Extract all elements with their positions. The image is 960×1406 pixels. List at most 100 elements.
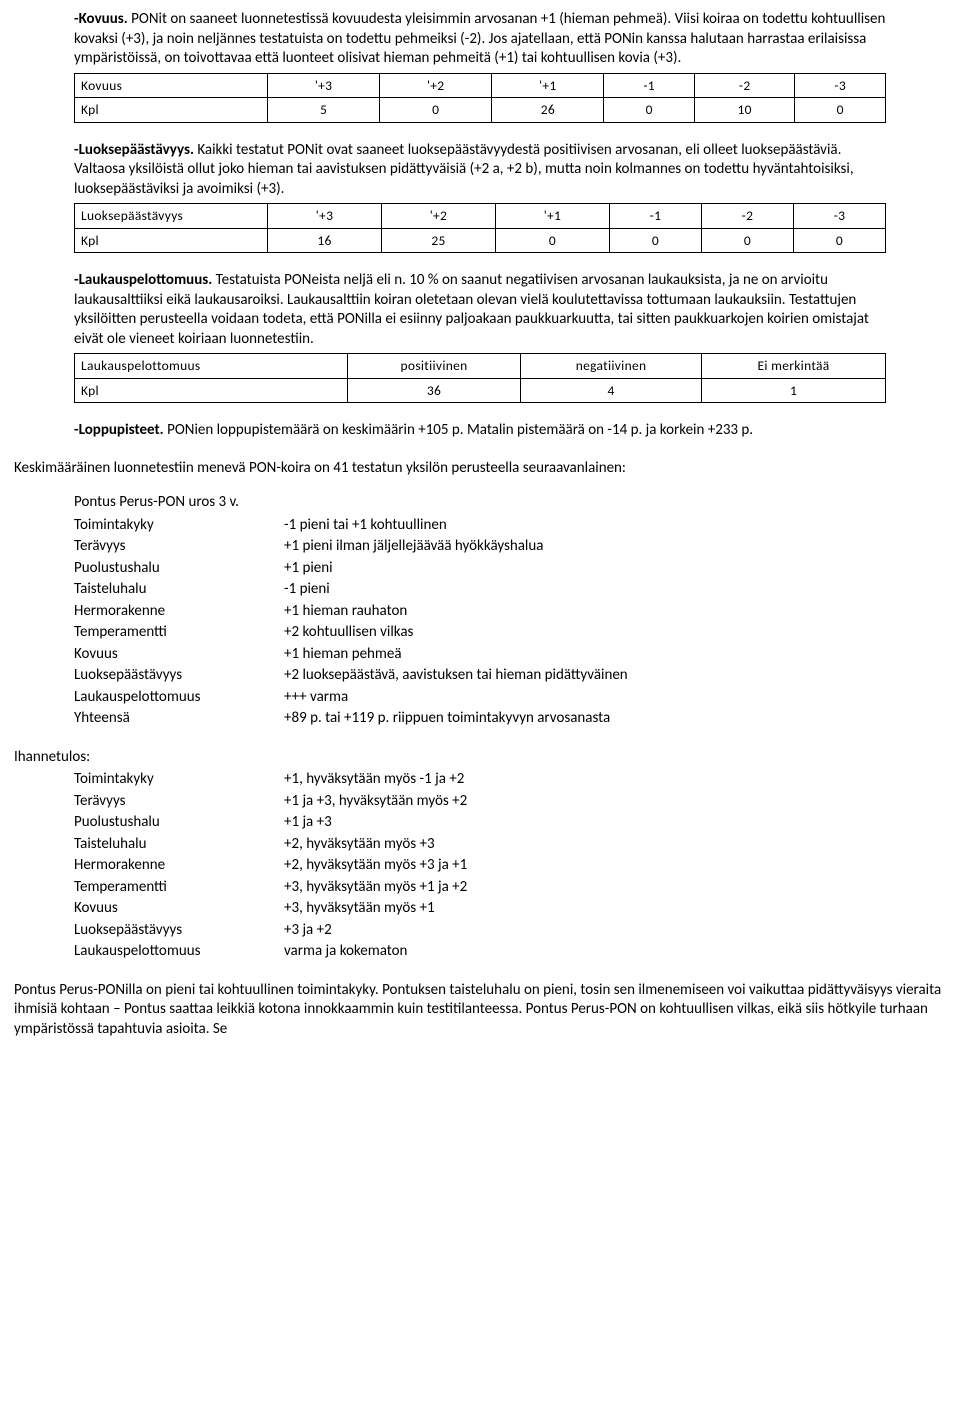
kv-value: +1 hieman pehmeä: [284, 644, 628, 666]
kv-row: Temperamentti+3, hyväksytään myös +1 ja …: [74, 877, 467, 899]
th-cell: '+3: [268, 73, 380, 98]
section-kovuus: -Kovuus. PONit on saaneet luonnetestissä…: [74, 10, 886, 123]
table-row: Kovuus '+3 '+2 '+1 -1 -2 -3: [75, 73, 886, 98]
table-row: Luoksepäästävyys '+3 '+2 '+1 -1 -2 -3: [75, 204, 886, 229]
table-luoksepaastavyys: Luoksepäästävyys '+3 '+2 '+1 -1 -2 -3 Kp…: [74, 203, 886, 253]
kv-value: +1 ja +3: [284, 812, 467, 834]
th-cell: -1: [604, 73, 695, 98]
kv-value: +3, hyväksytään myös +1 ja +2: [284, 877, 467, 899]
td-cell: 25: [381, 228, 495, 253]
th-cell: '+2: [380, 73, 492, 98]
th-cell: positiivinen: [348, 354, 521, 379]
td-cell: 0: [609, 228, 701, 253]
kv-row: Hermorakenne+1 hieman rauhaton: [74, 601, 628, 623]
kv-value: +3 ja +2: [284, 920, 467, 942]
kv-row: Yhteensä+89 p. tai +119 p. riippuen toim…: [74, 708, 628, 730]
text-kovuus: PONit on saaneet luonnetestissä kovuudes…: [74, 10, 885, 67]
para-luoksepaastavyys: -Luoksepäästävyys. Kaikki testatut PONit…: [74, 141, 886, 200]
kv-row: Taisteluhalu+2, hyväksytään myös +3: [74, 834, 467, 856]
kv-value: -1 pieni tai +1 kohtuullinen: [284, 515, 628, 537]
para-kovuus: -Kovuus. PONit on saaneet luonnetestissä…: [74, 10, 886, 69]
th-cell: '+2: [381, 204, 495, 229]
th-cell: -3: [793, 204, 885, 229]
kv-value: +2, hyväksytään myös +3: [284, 834, 467, 856]
kv-row: Laukauspelottomuus+++ varma: [74, 687, 628, 709]
kv-key: Terävyys: [74, 536, 284, 558]
kv-key: Terävyys: [74, 791, 284, 813]
page: -Kovuus. PONit on saaneet luonnetestissä…: [0, 0, 960, 1406]
kv-value: +1 hieman rauhaton: [284, 601, 628, 623]
td-cell: 0: [604, 98, 695, 123]
ideal-intro: Ihannetulos:: [14, 748, 946, 768]
td-cell: 26: [492, 98, 604, 123]
td-cell: 16: [268, 228, 382, 253]
kv-value: varma ja kokematon: [284, 941, 467, 963]
average-list: Toimintakyky-1 pieni tai +1 kohtuullinen…: [74, 515, 628, 730]
kv-value: +1 pieni ilman jäljellejäävää hyökkäysha…: [284, 536, 628, 558]
kv-key: Toimintakyky: [74, 515, 284, 537]
kv-row: Terävyys+1 pieni ilman jäljellejäävää hy…: [74, 536, 628, 558]
kv-value: +3, hyväksytään myös +1: [284, 898, 467, 920]
kv-key: Hermorakenne: [74, 601, 284, 623]
kv-key: Taisteluhalu: [74, 834, 284, 856]
kv-key: Temperamentti: [74, 877, 284, 899]
td-cell: 4: [521, 378, 702, 403]
th-cell: '+1: [492, 73, 604, 98]
heading-luoksepaastavyys: -Luoksepäästävyys.: [74, 141, 194, 159]
kv-row: Terävyys+1 ja +3, hyväksytään myös +2: [74, 791, 467, 813]
table-row: Laukauspelottomuus positiivinen negatiiv…: [75, 354, 886, 379]
kv-value: +89 p. tai +119 p. riippuen toimintakyvy…: [284, 708, 628, 730]
section-laukauspelottomuus: -Laukauspelottomuus. Testatuista PONeist…: [74, 271, 886, 403]
td-cell: 5: [268, 98, 380, 123]
kv-value: +++ varma: [284, 687, 628, 709]
para-loppupisteet: -Loppupisteet. PONien loppupistemäärä on…: [74, 421, 886, 441]
th-cell: Kovuus: [75, 73, 268, 98]
kv-row: Puolustushalu+1 ja +3: [74, 812, 467, 834]
kv-value: -1 pieni: [284, 579, 628, 601]
kv-key: Kovuus: [74, 898, 284, 920]
kv-value: +1 pieni: [284, 558, 628, 580]
th-cell: -2: [694, 73, 795, 98]
kv-value: +1, hyväksytään myös -1 ja +2: [284, 769, 467, 791]
kv-key: Luoksepäästävyys: [74, 665, 284, 687]
th-cell: Luoksepäästävyys: [75, 204, 268, 229]
table-row: Kpl 5 0 26 0 10 0: [75, 98, 886, 123]
closing-paragraph: Pontus Perus-PONilla on pieni tai kohtuu…: [14, 981, 946, 1040]
td-cell: 0: [793, 228, 885, 253]
kv-key: Toimintakyky: [74, 769, 284, 791]
kv-row: Puolustushalu+1 pieni: [74, 558, 628, 580]
kv-key: Kovuus: [74, 644, 284, 666]
average-unit: Pontus Perus-PON uros 3 v.: [74, 493, 946, 513]
th-cell: '+1: [495, 204, 609, 229]
kv-key: Laukauspelottomuus: [74, 941, 284, 963]
average-intro: Keskimääräinen luonnetestiin menevä PON-…: [14, 459, 946, 479]
text-loppupisteet: PONien loppupistemäärä on keskimäärin +1…: [164, 421, 753, 439]
kv-row: Luoksepäästävyys+3 ja +2: [74, 920, 467, 942]
td-cell: 36: [348, 378, 521, 403]
td-cell: 0: [701, 228, 793, 253]
th-cell: negatiivinen: [521, 354, 702, 379]
th-cell: -1: [609, 204, 701, 229]
section-loppupisteet: -Loppupisteet. PONien loppupistemäärä on…: [74, 421, 886, 441]
section-ideal: Ihannetulos: Toimintakyky+1, hyväksytään…: [14, 748, 946, 963]
heading-loppupisteet: -Loppupisteet.: [74, 421, 164, 439]
para-laukauspelottomuus: -Laukauspelottomuus. Testatuista PONeist…: [74, 271, 886, 349]
td-cell: Kpl: [75, 228, 268, 253]
td-cell: 0: [495, 228, 609, 253]
td-cell: 0: [380, 98, 492, 123]
ideal-list: Toimintakyky+1, hyväksytään myös -1 ja +…: [74, 769, 467, 963]
kv-row: Temperamentti+2 kohtuullisen vilkas: [74, 622, 628, 644]
kv-row: Luoksepäästävyys+2 luoksepäästävä, aavis…: [74, 665, 628, 687]
kv-key: Taisteluhalu: [74, 579, 284, 601]
td-cell: 10: [694, 98, 795, 123]
kv-row: Toimintakyky-1 pieni tai +1 kohtuullinen: [74, 515, 628, 537]
td-cell: Kpl: [75, 378, 348, 403]
table-row: Kpl 16 25 0 0 0 0: [75, 228, 886, 253]
kv-row: Toimintakyky+1, hyväksytään myös -1 ja +…: [74, 769, 467, 791]
kv-row: Kovuus+1 hieman pehmeä: [74, 644, 628, 666]
th-cell: -2: [701, 204, 793, 229]
kv-key: Yhteensä: [74, 708, 284, 730]
kv-key: Temperamentti: [74, 622, 284, 644]
kv-value: +2, hyväksytään myös +3 ja +1: [284, 855, 467, 877]
table-laukauspelottomuus: Laukauspelottomuus positiivinen negatiiv…: [74, 353, 886, 403]
